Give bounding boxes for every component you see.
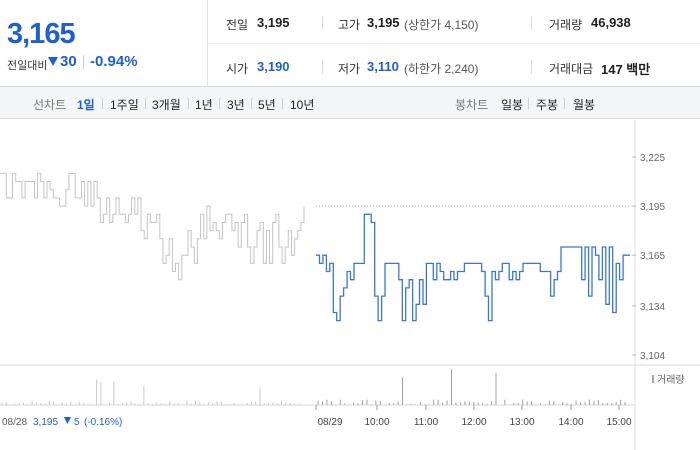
tab-10y[interactable]: 10년 bbox=[290, 98, 315, 112]
x-tick-label: 14:00 bbox=[558, 417, 583, 428]
y-tick-label: 3,225 bbox=[640, 153, 665, 164]
series-line-today bbox=[316, 213, 630, 322]
chart-period-tabs: 선차트 1일 1주일 3개월 1년 3년 5년 10년 봉차트 일봉 주봉 월봉 bbox=[0, 87, 700, 119]
y-tick-label: 3,134 bbox=[640, 302, 665, 313]
change-percent: -0.94% bbox=[90, 53, 138, 70]
volume-label: 거래량 bbox=[549, 18, 583, 32]
high-value: 3,195 bbox=[367, 15, 400, 30]
down-triangle-icon bbox=[64, 417, 71, 424]
x-tick-label: 13:00 bbox=[509, 417, 534, 428]
open-label: 시가 bbox=[226, 62, 249, 76]
series-line-prev-day bbox=[0, 172, 305, 281]
volume-legend-swatch bbox=[652, 375, 654, 383]
price-box: 3,165 전일대비 30 -0.94% bbox=[0, 0, 208, 87]
y-tick-label: 3,165 bbox=[640, 251, 665, 262]
tab-daily[interactable]: 일봉 bbox=[501, 98, 524, 112]
prev-day-price: 3,195 bbox=[33, 417, 58, 428]
tab-divider bbox=[219, 98, 220, 109]
tab-1y[interactable]: 1년 bbox=[195, 98, 213, 112]
x-tick-label: 08/29 bbox=[317, 417, 342, 428]
open-value: 3,190 bbox=[257, 59, 290, 74]
prev-day-pct: (-0.16%) bbox=[84, 417, 122, 428]
change-label: 전일대비 bbox=[7, 60, 48, 72]
tab-weekly[interactable]: 주봉 bbox=[536, 98, 559, 112]
prev-close-label: 전일 bbox=[226, 18, 249, 32]
tab-3m[interactable]: 3개월 bbox=[152, 98, 181, 112]
x-tick-label: 15:00 bbox=[606, 417, 631, 428]
tab-divider bbox=[282, 98, 283, 109]
x-tick-label: 12:00 bbox=[461, 417, 486, 428]
row-divider bbox=[208, 43, 700, 44]
tab-1d[interactable]: 1일 bbox=[77, 98, 95, 112]
y-tick-label: 3,195 bbox=[640, 202, 665, 213]
volume-legend-label: 거래량 bbox=[657, 374, 685, 386]
x-tick-label: 10:00 bbox=[364, 417, 389, 428]
change-value: 30 bbox=[60, 53, 77, 70]
down-triangle-icon bbox=[48, 57, 58, 66]
quote-panel: 3,165 전일대비 30 -0.94% 전일 3,195 고가 3,195 (… bbox=[0, 0, 700, 87]
tab-divider bbox=[188, 98, 189, 109]
col-divider bbox=[322, 60, 323, 74]
prev-day-change: 5 bbox=[74, 417, 80, 428]
y-tick-label: 3,104 bbox=[640, 351, 665, 362]
tab-5y[interactable]: 5년 bbox=[258, 98, 276, 112]
prev-day-date: 08/28 bbox=[2, 417, 27, 428]
low-value: 3,110 bbox=[367, 59, 399, 74]
tab-divider bbox=[528, 98, 529, 109]
volume-value: 46,938 bbox=[591, 15, 631, 30]
prev-close-value: 3,195 bbox=[257, 15, 290, 30]
high-label: 고가 bbox=[338, 18, 361, 32]
tab-1w[interactable]: 1주일 bbox=[110, 98, 139, 112]
tab-divider bbox=[564, 98, 565, 109]
candle-chart-label: 봉차트 bbox=[455, 98, 489, 112]
current-price: 3,165 bbox=[7, 18, 76, 50]
lower-limit: (하한가 2,240) bbox=[404, 62, 479, 76]
amount-label: 거래대금 bbox=[549, 62, 594, 76]
x-tick-label: 11:00 bbox=[414, 417, 439, 428]
tab-3y[interactable]: 3년 bbox=[227, 98, 245, 112]
tab-monthly[interactable]: 월봉 bbox=[573, 98, 596, 112]
change-separator bbox=[83, 55, 84, 69]
price-chart: 3,225 3,195 3,165 3,134 3,104 08/29 10:00 11:0… bbox=[0, 120, 700, 450]
col-divider bbox=[322, 16, 323, 30]
upper-limit: (상한가 4,150) bbox=[404, 18, 479, 32]
line-chart-label: 선차트 bbox=[33, 98, 67, 112]
amount-value: 147 백만 bbox=[601, 62, 651, 77]
low-label: 저가 bbox=[338, 62, 361, 76]
tab-divider bbox=[102, 98, 103, 109]
tab-divider bbox=[251, 98, 252, 109]
col-divider bbox=[531, 16, 532, 30]
tab-divider bbox=[145, 98, 146, 109]
col-divider bbox=[531, 60, 532, 74]
